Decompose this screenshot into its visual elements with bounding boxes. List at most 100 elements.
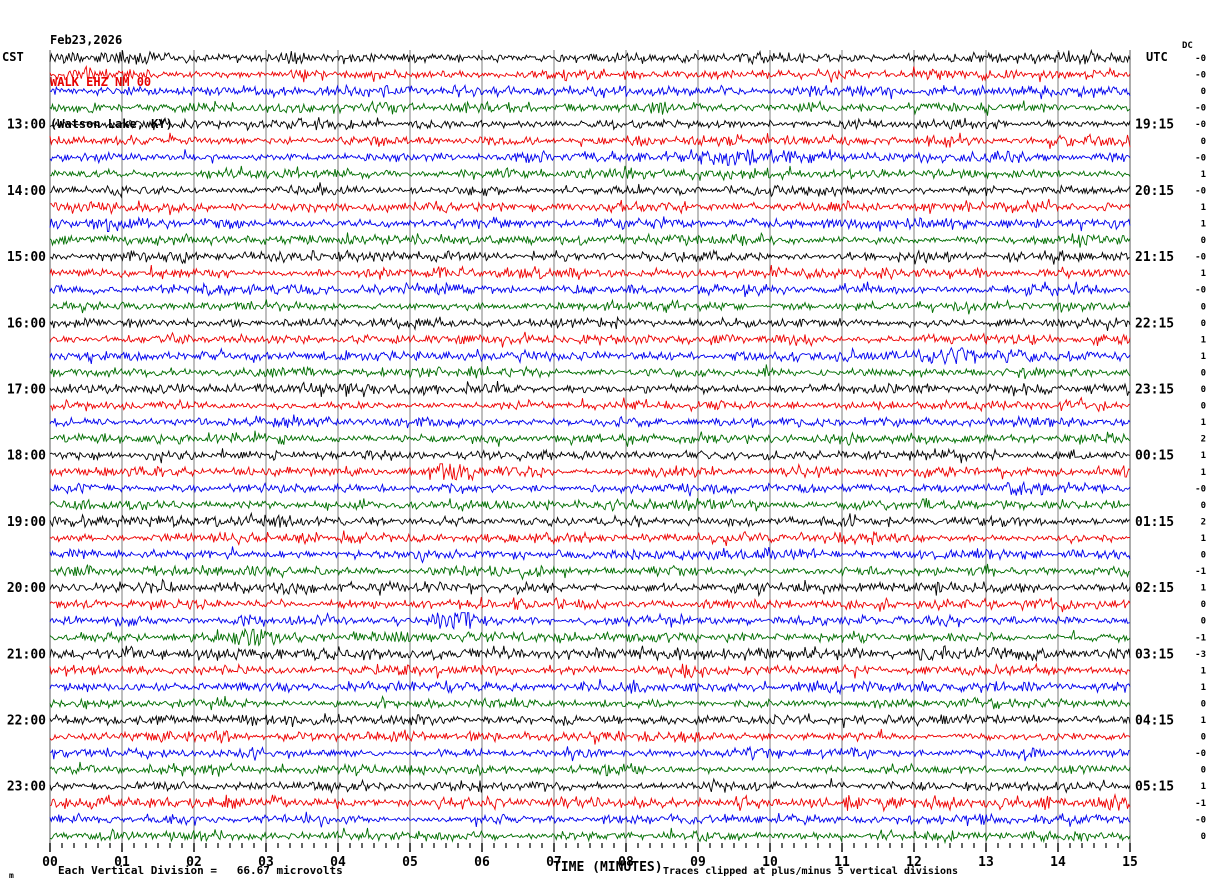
cst-hour-label: 14:00 [7, 184, 46, 199]
seismo-trace [49, 728, 1131, 745]
right-timezone-label: UTC [1146, 50, 1168, 64]
dc-offset-value: 1 [1201, 269, 1206, 279]
x-tick-label: 08 [618, 855, 634, 870]
seismo-trace [49, 315, 1131, 331]
dc-offset-value: 1 [1201, 584, 1206, 594]
dc-offset-value: 0 [1201, 302, 1206, 312]
seismo-trace [49, 745, 1131, 762]
seismo-trace [49, 149, 1131, 166]
dc-offset-value: 0 [1201, 368, 1206, 378]
x-tick-label: 02 [186, 855, 202, 870]
dc-offset-value: -0 [1195, 54, 1206, 64]
seismo-trace [49, 430, 1131, 447]
x-tick-label: 15 [1122, 855, 1138, 870]
seismo-trace [49, 48, 1131, 66]
x-tick-label: 10 [762, 855, 778, 870]
utc-hour-label: 22:15 [1135, 316, 1174, 331]
dc-offset-value: 0 [1201, 319, 1206, 329]
cst-hour-label: 19:00 [7, 515, 46, 530]
cst-hour-label: 20:00 [7, 581, 46, 596]
seismo-trace [49, 182, 1131, 199]
dc-offset-value: 1 [1201, 335, 1206, 345]
seismo-trace [49, 627, 1131, 647]
cst-hour-label: 21:00 [7, 647, 46, 662]
dc-offset-value: 0 [1201, 236, 1206, 246]
dc-offset-value: 0 [1201, 137, 1206, 147]
seismo-trace [49, 596, 1131, 613]
corner-mark: m [9, 871, 14, 880]
cst-hour-label: 13:00 [7, 118, 46, 133]
seismo-trace [49, 265, 1131, 281]
dc-offset-value: -0 [1195, 286, 1206, 296]
seismo-trace [49, 662, 1131, 679]
x-tick-label: 11 [834, 855, 850, 870]
x-tick-label: 04 [330, 855, 346, 870]
seismo-trace [49, 827, 1131, 845]
dc-offset-value: 0 [1201, 87, 1206, 97]
seismo-trace [49, 713, 1131, 729]
seismo-trace [49, 364, 1131, 380]
dc-offset-value: -0 [1195, 253, 1206, 263]
dc-offset-value: 1 [1201, 683, 1206, 693]
x-tick-label: 03 [258, 855, 274, 870]
dc-offset-value: 1 [1201, 782, 1206, 792]
seismo-trace [49, 331, 1131, 348]
dc-offset-value: 1 [1201, 220, 1206, 230]
dc-offset-value: -0 [1195, 186, 1206, 196]
seismo-trace [49, 578, 1131, 598]
header-station-location: (Watson Lake, KY) [50, 117, 173, 131]
seismo-trace [49, 678, 1131, 696]
cst-hour-label: 17:00 [7, 383, 46, 398]
seismo-trace [49, 546, 1131, 564]
x-tick-label: 01 [114, 855, 130, 870]
dc-offset-value: 1 [1201, 418, 1206, 428]
dc-offset-value: 0 [1201, 733, 1206, 743]
dc-offset-value: -0 [1195, 120, 1206, 130]
dc-offset-value: 1 [1201, 352, 1206, 362]
seismo-trace [49, 463, 1131, 482]
seismo-trace [49, 414, 1131, 429]
dc-offset-value: 0 [1201, 402, 1206, 412]
dc-offset-value: 2 [1201, 435, 1206, 445]
utc-hour-label: 19:15 [1135, 118, 1174, 133]
cst-hour-label: 16:00 [7, 316, 46, 331]
seismo-trace [49, 231, 1131, 248]
x-axis-title: TIME (MINUTES) [553, 860, 663, 875]
utc-hour-label: 21:15 [1135, 250, 1174, 265]
dc-offset-value: -0 [1195, 484, 1206, 494]
seismo-trace [49, 511, 1131, 529]
x-tick-label: 06 [474, 855, 490, 870]
dc-offset-value: -0 [1195, 153, 1206, 163]
seismo-trace [49, 216, 1131, 232]
dc-offset-value: 0 [1201, 766, 1206, 776]
x-tick-label: 14 [1050, 855, 1066, 870]
seismo-trace [49, 480, 1131, 497]
seismo-trace [49, 99, 1131, 116]
seismo-trace [49, 64, 1131, 83]
utc-hour-label: 20:15 [1135, 184, 1174, 199]
seismo-trace [49, 611, 1130, 631]
seismo-trace [49, 447, 1131, 464]
dc-offset-value: 0 [1201, 600, 1206, 610]
x-tick-label: 13 [978, 855, 994, 870]
dc-offset-value: 1 [1201, 203, 1206, 213]
dc-offset-value: 0 [1201, 617, 1206, 627]
utc-hour-label: 00:15 [1135, 449, 1174, 464]
x-tick-label: 09 [690, 855, 706, 870]
dc-offset-value: 1 [1201, 534, 1206, 544]
dc-offset-value: 0 [1201, 551, 1206, 561]
seismo-trace [49, 198, 1131, 216]
dc-offset-value: -1 [1195, 633, 1206, 643]
seismo-trace [49, 530, 1130, 547]
seismo-trace [49, 793, 1131, 813]
dc-offset-value: 1 [1201, 170, 1206, 180]
header-date: Feb23,2026 [50, 33, 123, 47]
seismo-trace [49, 777, 1131, 794]
seismo-trace [49, 132, 1131, 149]
seismo-trace [49, 396, 1131, 413]
dc-offset-value: -0 [1195, 71, 1206, 81]
seismo-trace [49, 563, 1131, 581]
utc-hour-label: 23:15 [1135, 383, 1174, 398]
utc-hour-label: 03:15 [1135, 647, 1174, 662]
